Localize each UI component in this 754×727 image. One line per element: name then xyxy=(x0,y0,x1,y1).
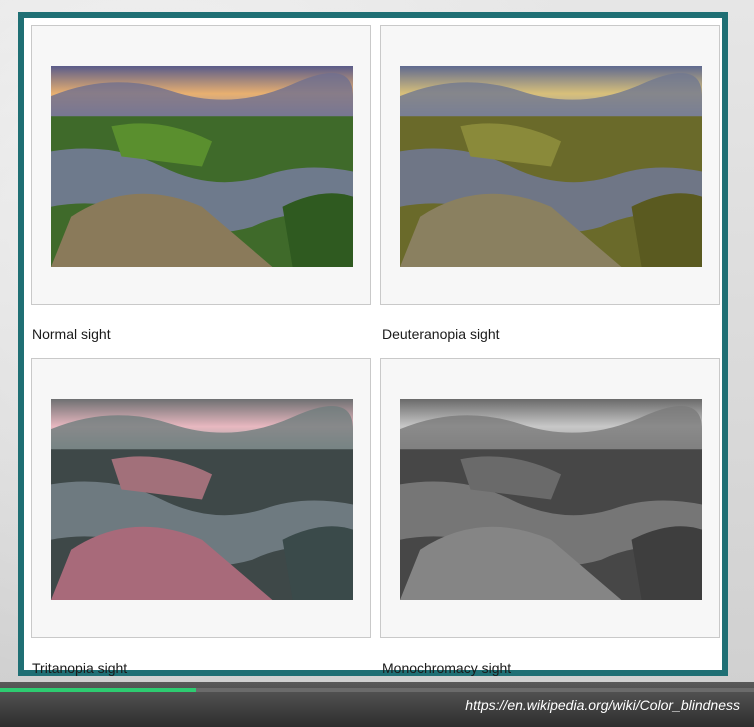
landscape-photo-monochromacy xyxy=(400,399,702,600)
panel-deuteranopia xyxy=(380,25,720,305)
panel-normal xyxy=(31,25,371,305)
video-progress-fill xyxy=(0,688,197,692)
caption-deuteranopia: Deuteranopia sight xyxy=(382,326,500,342)
comparison-frame: Normal sight Deuterano xyxy=(18,12,728,676)
video-progress-bar[interactable] xyxy=(0,688,754,692)
caption-monochromacy: Monochromacy sight xyxy=(382,660,512,676)
source-url-link[interactable]: https://en.wikipedia.org/wiki/Color_blin… xyxy=(465,697,740,713)
landscape-photo-normal xyxy=(51,66,353,267)
caption-normal: Normal sight xyxy=(32,326,111,342)
panel-tritanopia xyxy=(31,358,371,638)
panel-monochromacy xyxy=(380,358,720,638)
landscape-photo-tritanopia xyxy=(51,399,353,600)
caption-tritanopia: Tritanopia sight xyxy=(32,660,128,676)
landscape-photo-deuteranopia xyxy=(400,66,702,267)
